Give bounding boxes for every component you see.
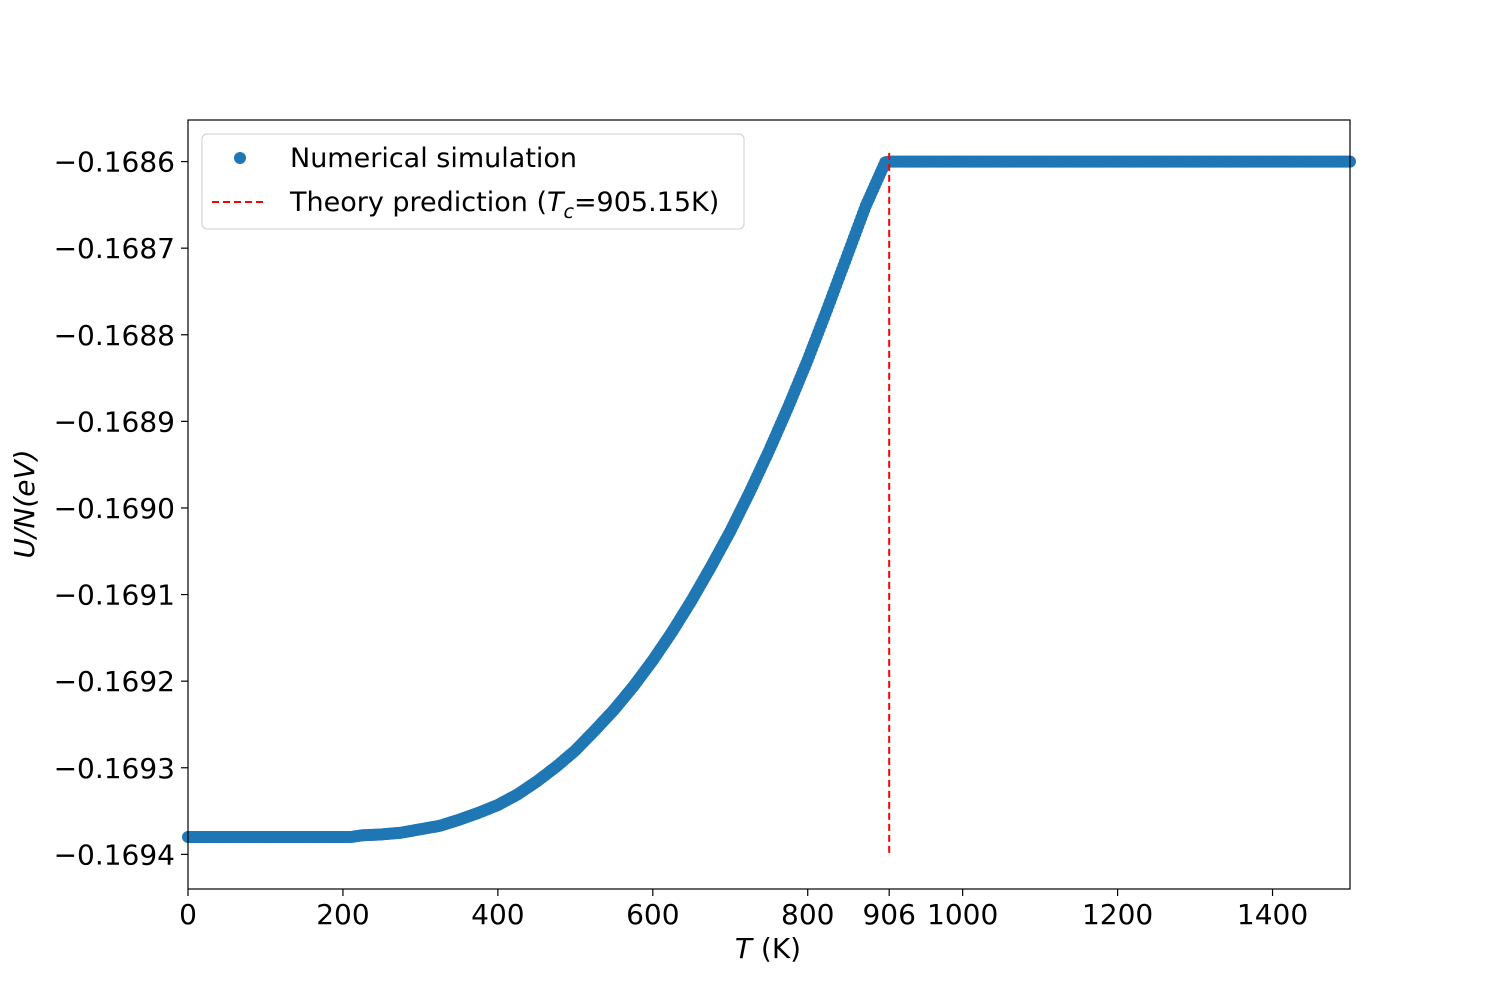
plot-area <box>182 119 1356 890</box>
y-axis-label: U/N(eV) <box>8 449 41 558</box>
x-tick-label: 1000 <box>927 898 998 931</box>
y-tick-label: −0.1688 <box>54 319 175 352</box>
legend-label-numerical-simulation: Numerical simulation <box>290 143 577 174</box>
y-tick-label: −0.1691 <box>54 579 175 612</box>
y-axis-ticks: −0.1686 −0.1687 −0.1688 −0.1689 −0.1690 −0.16… <box>54 146 188 871</box>
x-tick-label: 600 <box>626 898 679 931</box>
legend-marker-numerical-simulation <box>234 152 246 164</box>
x-tick-label: 1200 <box>1082 898 1153 931</box>
y-tick-label: −0.1689 <box>54 405 175 438</box>
x-tick-label: 0 <box>179 898 197 931</box>
y-tick-label: −0.1692 <box>54 665 175 698</box>
x-axis-ticks: 0 200 400 600 800 906 1000 1200 1400 <box>179 889 1308 931</box>
x-tick-label: 1400 <box>1237 898 1308 931</box>
x-tick-label: 906 <box>862 898 915 931</box>
legend: Numerical simulation Theory prediction (… <box>201 133 745 230</box>
y-tick-label: −0.1687 <box>54 232 175 265</box>
series-layer <box>182 155 1356 844</box>
x-tick-label: 800 <box>781 898 834 931</box>
legend-box <box>201 133 745 230</box>
y-tick-label: −0.1690 <box>54 492 175 525</box>
x-tick-label: 200 <box>316 898 369 931</box>
x-axis-label: T (K) <box>735 932 801 965</box>
y-tick-label: −0.1694 <box>54 838 175 871</box>
y-tick-label: −0.1686 <box>54 146 175 179</box>
axes-frame <box>187 119 1351 890</box>
x-tick-label: 400 <box>471 898 524 931</box>
y-tick-label: −0.1693 <box>54 752 175 785</box>
legend-label-theory-prediction: Theory prediction (Tc=905.15K) <box>289 187 719 223</box>
